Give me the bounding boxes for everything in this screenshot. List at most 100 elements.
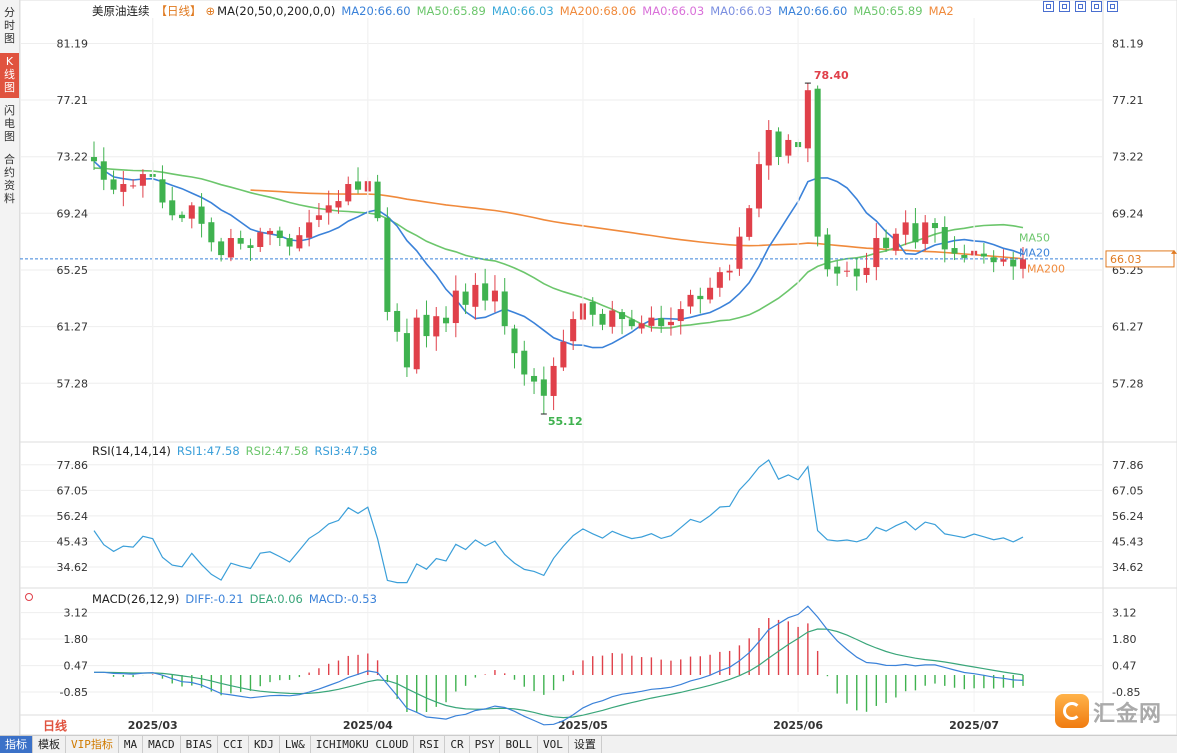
indicator-tab-cr[interactable]: CR	[445, 736, 470, 753]
y-tick-label-left: 69.24	[57, 207, 89, 220]
candle-body	[452, 290, 459, 324]
indicator-tab-rsi[interactable]: RSI	[414, 736, 446, 753]
y-tick-label-right: 69.24	[1112, 207, 1144, 220]
candle-body	[345, 184, 352, 202]
candle-body	[619, 312, 626, 320]
candle-body	[237, 238, 244, 244]
candle-body	[531, 375, 538, 382]
chart-canvas[interactable]: 81.19 81.19 77.21 77.21 73.22 73.22 69.24 69.24…	[0, 0, 1177, 735]
chart-toolbar	[1043, 1, 1123, 15]
ma-legend-item-5: MA0:66.03	[710, 4, 773, 18]
rsi-legend: RSI(14,14,14) RSI1:47.58 RSI2:47.58 RSI3:47…	[92, 444, 383, 458]
rsi-spec: RSI(14,14,14)	[92, 444, 171, 458]
y-tick-label-left: 57.28	[57, 377, 89, 390]
candle-body	[462, 291, 469, 305]
candle-body	[726, 270, 733, 273]
candle-body	[306, 222, 313, 238]
rsi-y-tick-right: 45.43	[1112, 535, 1144, 548]
candle-body	[873, 238, 880, 268]
indicator-tab-boll[interactable]: BOLL	[500, 736, 538, 753]
y-tick-label-left: 73.22	[57, 151, 89, 164]
ma200-end-label: MA200	[1027, 263, 1065, 276]
indicator-tab-macd[interactable]: MACD	[143, 736, 181, 753]
candle-body	[266, 230, 274, 235]
candle-body	[1010, 259, 1017, 267]
indicator-tab-模板[interactable]: 模板	[33, 736, 66, 753]
candle-body	[648, 317, 655, 326]
candle-body	[90, 157, 98, 162]
candle-body	[892, 233, 899, 251]
macd-legend-item-0: DIFF:-0.21	[185, 592, 244, 606]
candle-body	[863, 267, 870, 275]
zoom-in-icon[interactable]	[1043, 1, 1054, 12]
y-tick-label-left: 65.25	[57, 264, 89, 277]
ma-legend-item-6: MA20:66.60	[778, 4, 848, 18]
layout-icon[interactable]	[1091, 1, 1102, 12]
rsi-y-tick-left: 77.86	[57, 459, 89, 472]
expand-icon[interactable]	[1075, 1, 1086, 12]
candle-body	[540, 379, 547, 396]
candle-body	[110, 179, 117, 190]
high-annotation: 78.40	[814, 69, 849, 82]
candle-body	[501, 291, 508, 327]
candle-body	[755, 164, 762, 209]
y-tick-label-left: 77.21	[57, 94, 89, 107]
candle-body	[188, 205, 195, 219]
candle-body	[922, 222, 929, 244]
settings-icon[interactable]: ⊕	[205, 4, 216, 18]
y-tick-label-right: 73.22	[1112, 151, 1144, 164]
ma-legend-item-2: MA0:66.03	[491, 4, 554, 18]
side-tab-3[interactable]: 合约资料	[4, 153, 15, 205]
candle-body	[765, 130, 772, 166]
rsi-y-tick-left: 67.05	[57, 484, 89, 497]
period-selector[interactable]: 日线	[42, 719, 67, 733]
rsi-line	[93, 459, 1024, 584]
zoom-out-icon[interactable]	[1059, 1, 1070, 12]
indicator-tab-bias[interactable]: BIAS	[181, 736, 219, 753]
rsi-y-tick-right: 77.86	[1112, 459, 1144, 472]
current-price-box	[1105, 250, 1175, 268]
x-tick-label: 2025/06	[773, 719, 823, 732]
indicator-tab-设置[interactable]: 设置	[569, 736, 602, 753]
candle-body	[169, 200, 176, 216]
indicator-tab-bar: 指标 模板 VIP指标 MA MACD BIAS CCI KDJ LW& ICHIMOKU CLO…	[0, 735, 1177, 753]
candle-body	[491, 290, 498, 302]
macd-y-tick-right: 3.12	[1112, 607, 1137, 620]
indicator-tab-ichimoku-cloud[interactable]: ICHIMOKU CLOUD	[311, 736, 415, 753]
x-tick-label: 2025/03	[128, 719, 178, 732]
macd-y-tick-right: 1.80	[1112, 633, 1137, 646]
fullscreen-icon[interactable]	[1107, 1, 1118, 12]
indicator-tab-kdj[interactable]: KDJ	[249, 736, 280, 753]
rsi-y-tick-left: 34.62	[57, 561, 89, 574]
macd-settings-icon	[25, 593, 33, 601]
candle-body	[687, 294, 694, 307]
indicator-tab-ma[interactable]: MA	[119, 736, 144, 753]
candle-body	[912, 223, 919, 243]
candle-body	[746, 208, 753, 237]
ma-legend-item-1: MA50:65.89	[416, 4, 486, 18]
candle-body	[902, 222, 909, 235]
side-tab-0[interactable]: 分时图	[4, 6, 15, 45]
candle-body	[941, 227, 948, 250]
candle-body	[218, 241, 225, 256]
side-tab-2[interactable]: 闪电图	[4, 104, 15, 143]
indicator-tab-psy[interactable]: PSY	[470, 736, 501, 753]
candle-body	[1000, 259, 1007, 262]
candle-body	[247, 245, 254, 248]
macd-y-tick-left: 1.80	[64, 633, 89, 646]
candle-body	[951, 248, 958, 254]
indicator-tab-指标[interactable]: 指标	[0, 736, 33, 753]
candle-body	[716, 272, 723, 288]
logo-icon	[1055, 694, 1089, 728]
indicator-tab-cci[interactable]: CCI	[218, 736, 249, 753]
candle-body	[697, 295, 704, 300]
candle-body	[677, 309, 684, 322]
indicator-tab-lw-[interactable]: LW&	[280, 736, 311, 753]
indicator-tab-vip指标[interactable]: VIP指标	[66, 736, 119, 753]
candle-body	[638, 323, 645, 329]
candle-body	[423, 314, 430, 337]
candle-body	[707, 287, 714, 300]
x-tick-label: 2025/04	[343, 719, 393, 732]
indicator-tab-vol[interactable]: VOL	[538, 736, 569, 753]
